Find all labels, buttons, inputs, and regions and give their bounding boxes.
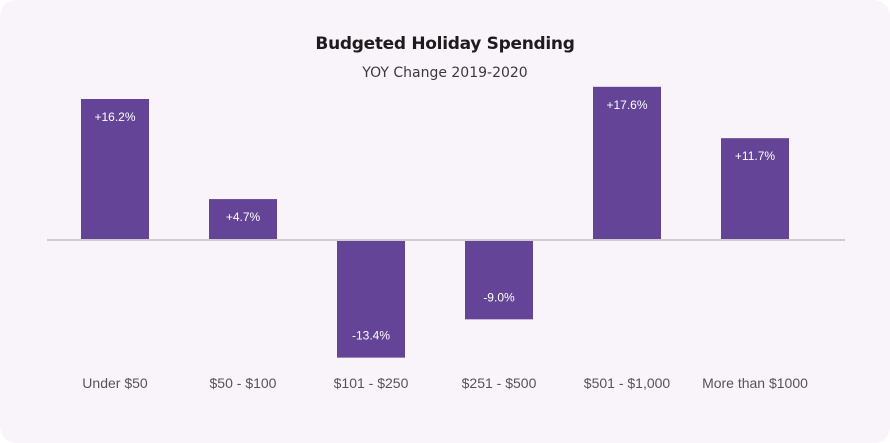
labels-group: +16.2% Under $50 +4.7% $50 - $100 -13.4% $101… — [82, 98, 808, 391]
data-label-5: +11.7% — [735, 149, 775, 163]
category-label-1: $50 - $100 — [210, 375, 277, 391]
data-label-0: +16.2% — [94, 110, 135, 124]
chart-title: Budgeted Holiday Spending — [315, 34, 575, 54]
category-label-5: More than $1000 — [702, 375, 808, 391]
category-label-0: Under $50 — [82, 375, 148, 391]
bar-5 — [721, 138, 789, 240]
bar-0 — [81, 99, 149, 240]
bars-group — [81, 86, 789, 358]
bar-2 — [337, 241, 405, 358]
bar-3 — [465, 241, 533, 320]
data-label-3: -9.0% — [483, 290, 515, 304]
bar-1 — [209, 199, 277, 240]
data-label-2: -13.4% — [352, 329, 390, 343]
category-label-3: $251 - $500 — [462, 375, 537, 391]
data-label-1: +4.7% — [226, 210, 261, 224]
category-label-2: $101 - $250 — [334, 375, 409, 391]
category-label-4: $501 - $1,000 — [584, 375, 671, 391]
data-label-4: +17.6% — [606, 98, 647, 112]
bar-4 — [593, 86, 661, 240]
chart-subtitle: YOY Change 2019-2020 — [362, 65, 528, 81]
